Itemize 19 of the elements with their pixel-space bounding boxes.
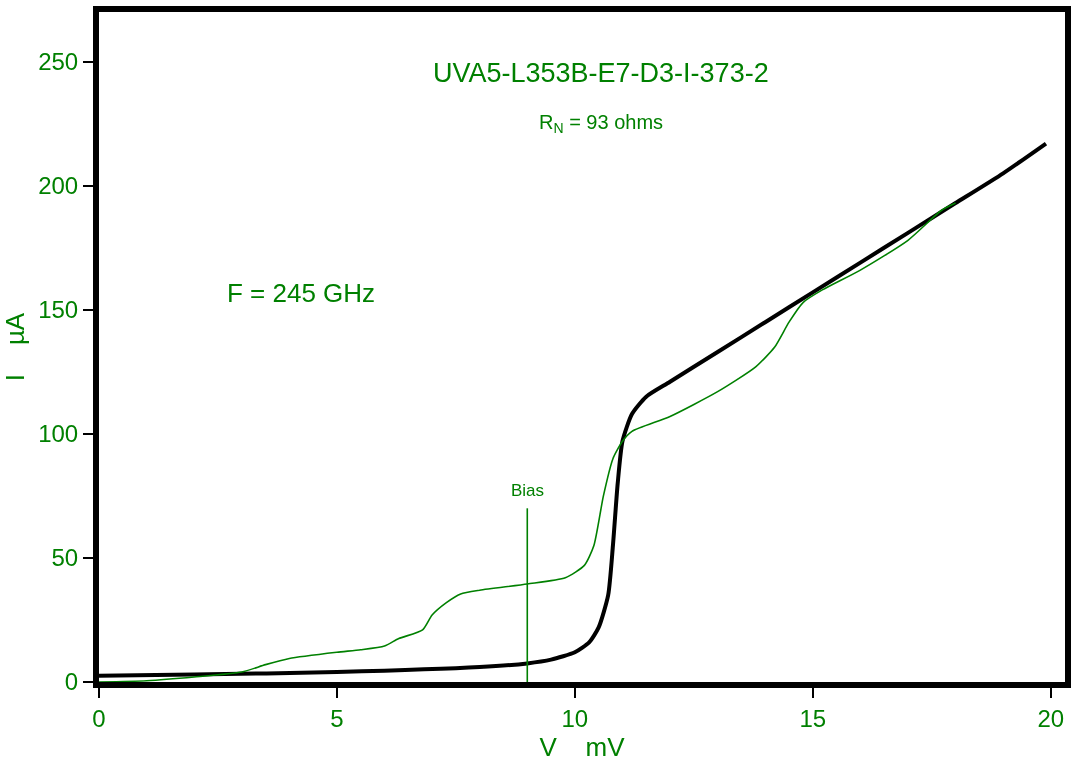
x-axis-title: V mV [539, 731, 626, 762]
annotation: Bias [511, 481, 545, 500]
y-tick-label: 250 [38, 48, 79, 76]
x-tick-label: 15 [799, 704, 827, 732]
text: UVA5-L353B-E7-D3-I-373-2 [433, 58, 769, 88]
y-tick-label: 150 [38, 296, 79, 324]
x-tick-label: 0 [92, 704, 106, 732]
y-axis-title: I µA [0, 312, 30, 382]
y-tick-label: 0 [64, 668, 79, 696]
line-series [99, 141, 1048, 678]
x-tick-label: 5 [330, 704, 344, 732]
x-tick-label: 20 [1037, 704, 1065, 732]
x-tick-label: 10 [561, 704, 589, 732]
annotation: F = 245 GHz [227, 278, 376, 308]
y-tick-label: 50 [51, 544, 79, 572]
line-series [99, 202, 957, 682]
y-tick-label: 200 [38, 172, 79, 200]
y-tick-label: 100 [38, 420, 79, 448]
text: R$_{N}$ = 93 ohms [539, 111, 664, 137]
